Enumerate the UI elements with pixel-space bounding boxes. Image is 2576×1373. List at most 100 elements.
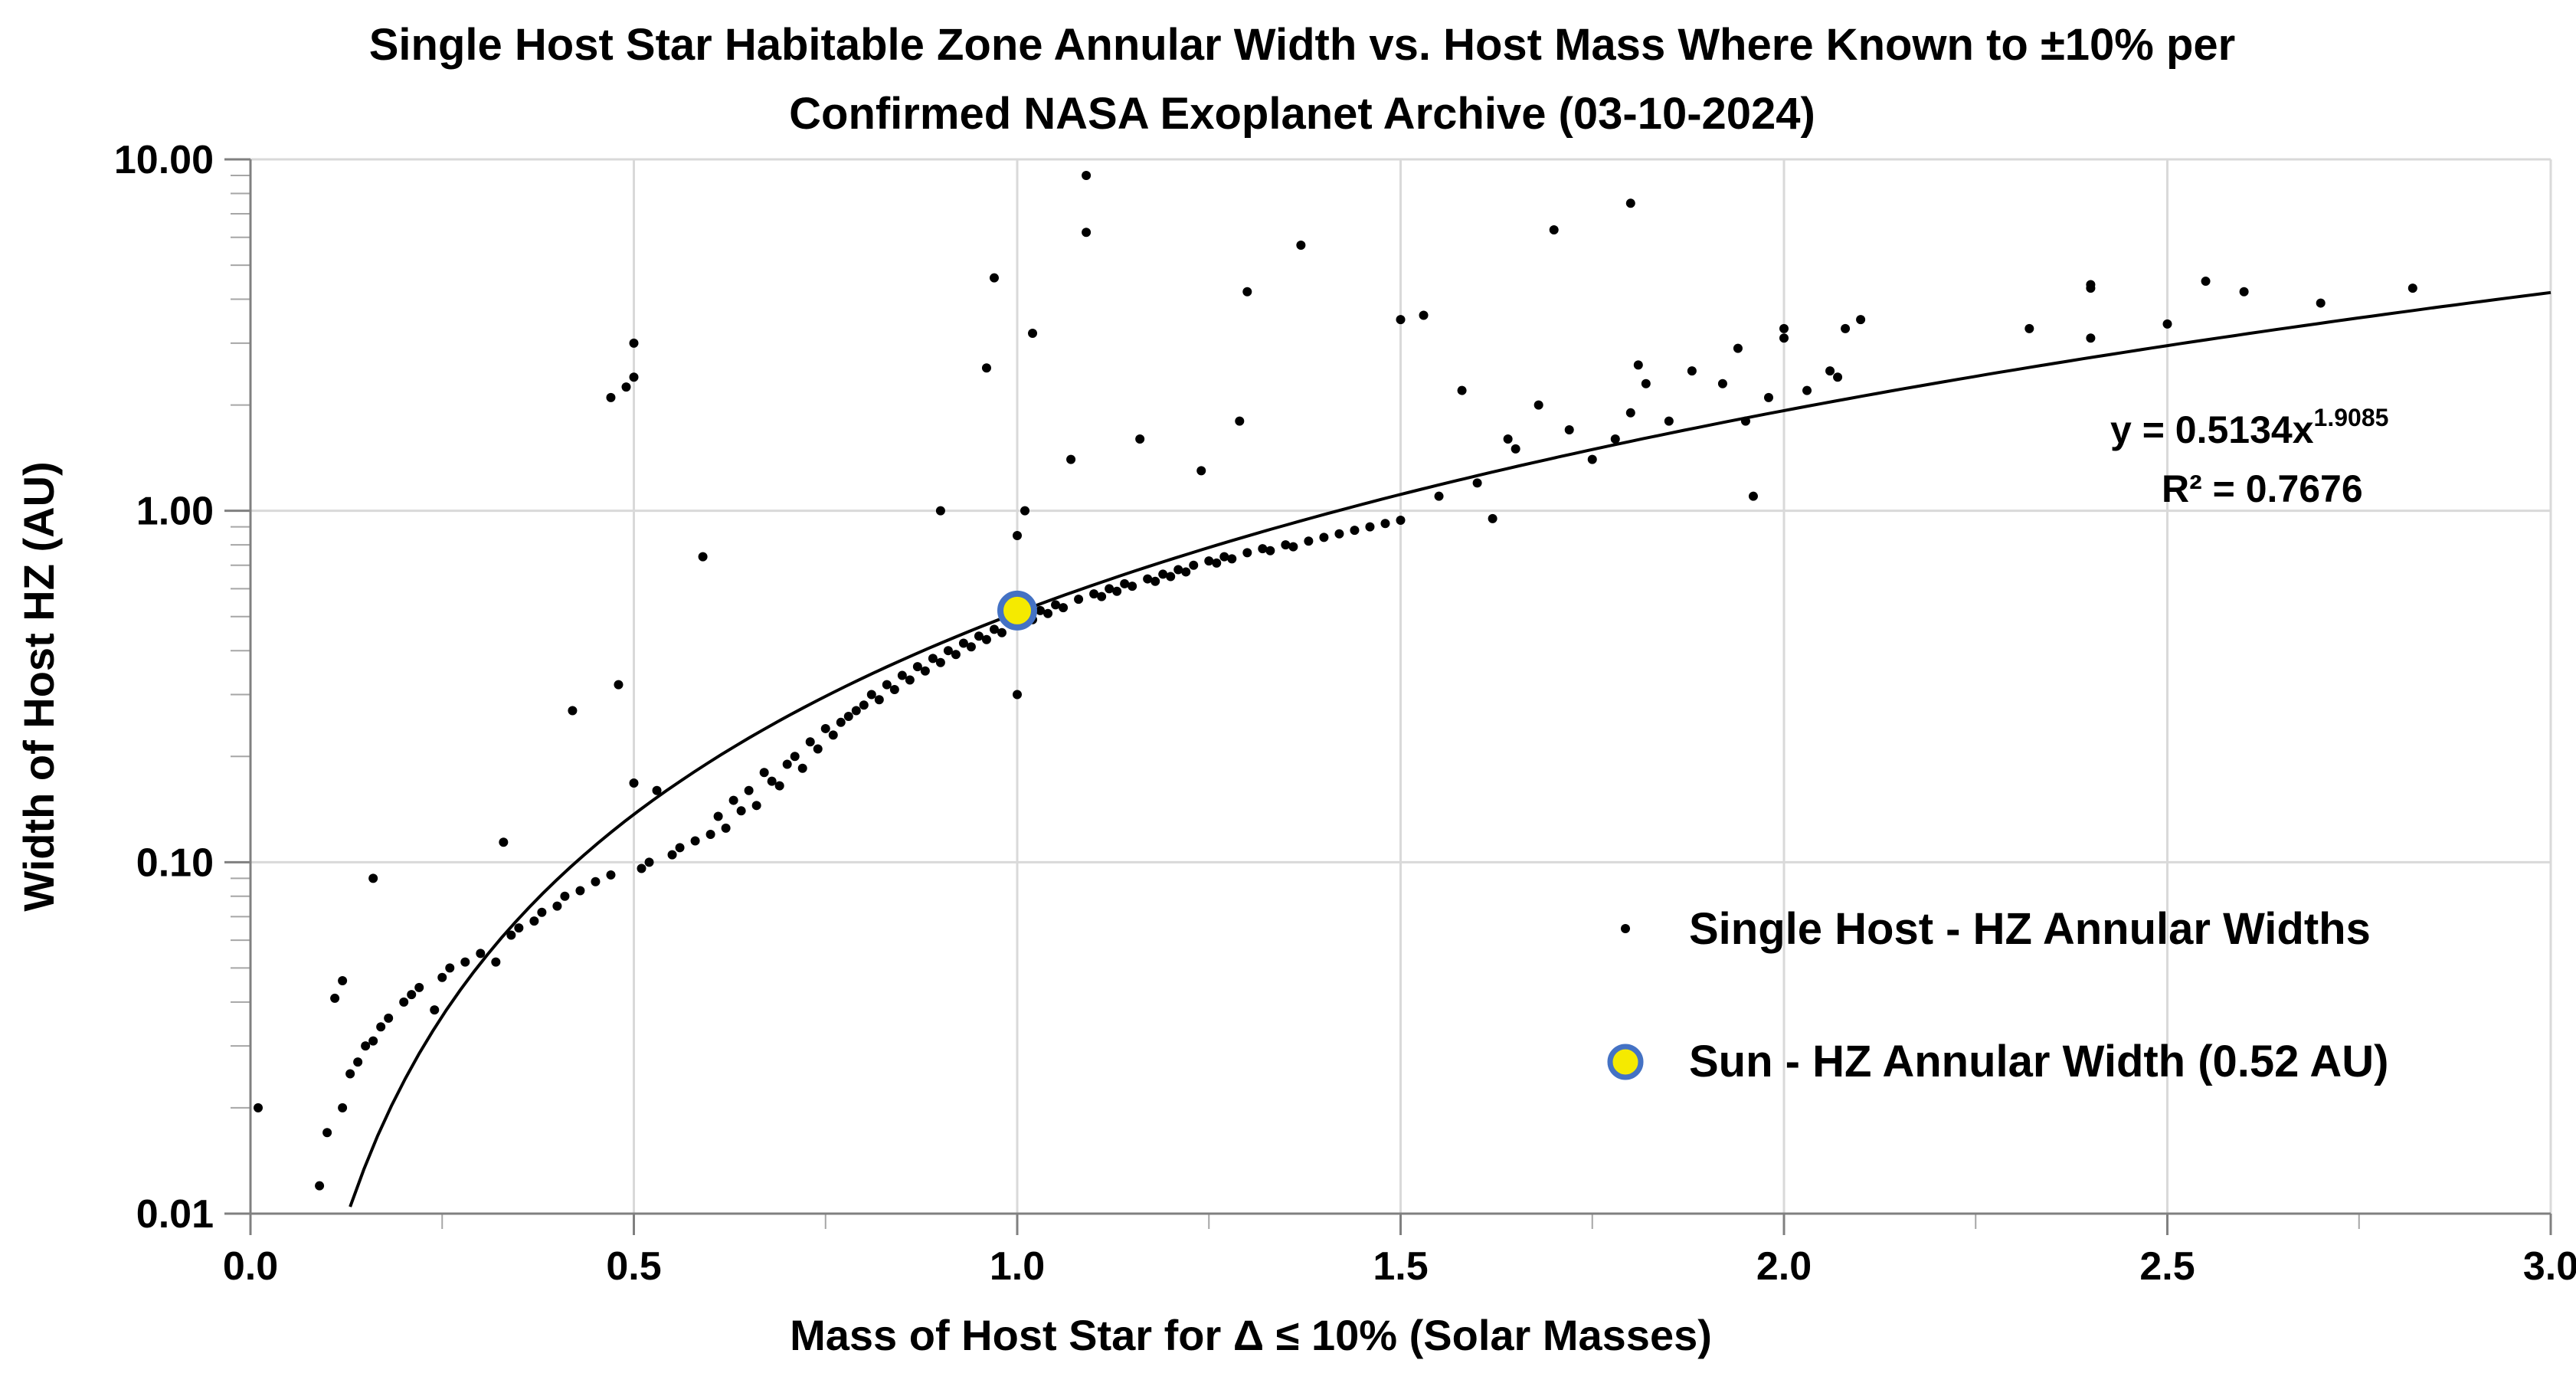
data-point [1503, 434, 1513, 444]
data-point [2407, 283, 2417, 293]
data-point [575, 886, 585, 896]
data-point [1334, 529, 1344, 539]
data-point [1028, 328, 1038, 338]
data-point [843, 711, 853, 721]
data-point [1181, 567, 1191, 577]
data-point [728, 795, 738, 805]
data-point [476, 949, 486, 958]
data-point [437, 972, 447, 982]
data-point [1763, 392, 1773, 402]
data-point [790, 752, 800, 762]
data-point [254, 1103, 263, 1112]
data-point [606, 392, 616, 402]
data-point [1227, 554, 1237, 564]
data-point [1380, 519, 1390, 529]
data-point [1112, 586, 1122, 596]
data-point [981, 634, 991, 644]
data-point [912, 662, 922, 672]
data-point [1350, 526, 1360, 536]
legend: Single Host - HZ Annular Widths Sun - HZ… [1607, 904, 2388, 1086]
data-point [1825, 366, 1835, 376]
x-tick-label: 2.5 [2139, 1244, 2195, 1289]
data-point [1196, 466, 1206, 476]
data-point [629, 372, 639, 382]
data-point [1128, 582, 1137, 591]
data-point [767, 776, 777, 786]
data-point [1625, 198, 1635, 208]
data-point [1533, 400, 1543, 410]
data-point [935, 657, 945, 667]
data-point [897, 670, 907, 680]
data-point [445, 963, 455, 973]
data-point [828, 730, 838, 740]
data-point [1135, 434, 1145, 444]
data-point [353, 1057, 363, 1067]
grid [250, 158, 2552, 1214]
data-point [1296, 240, 1306, 250]
data-point [1641, 378, 1651, 388]
data-point [460, 957, 470, 967]
minor-ticks [224, 158, 2552, 1235]
data-point [1097, 591, 1107, 601]
data-point [751, 801, 761, 811]
axes [249, 159, 2551, 1215]
data-point [1740, 416, 1750, 426]
data-point [974, 631, 984, 641]
data-point [874, 695, 884, 705]
trendline-equation-exponent: 1.9085 [2314, 404, 2389, 431]
data-point [2201, 277, 2211, 287]
data-point [399, 997, 409, 1007]
chart-title-line-1: Single Host Star Habitable Zone Annular … [369, 20, 2235, 70]
data-point [637, 863, 646, 873]
data-point [675, 843, 685, 853]
sun-marker [997, 590, 1037, 631]
data-point [552, 901, 562, 911]
data-point [1856, 315, 1866, 325]
data-point [2024, 323, 2034, 333]
data-point [338, 1103, 348, 1112]
data-point [1082, 228, 1092, 238]
data-point [384, 1013, 394, 1023]
data-point [1066, 454, 1076, 464]
data-point [943, 646, 953, 656]
data-point [836, 717, 846, 727]
data-point [667, 850, 677, 860]
data-point [1082, 170, 1092, 180]
data-point [698, 552, 708, 562]
data-point [1633, 360, 1643, 370]
data-point [805, 737, 815, 747]
legend-sun-marker [1607, 1044, 1644, 1080]
data-point [621, 382, 631, 392]
data-point [1733, 343, 1743, 353]
data-point [1779, 333, 1789, 343]
data-point [2162, 319, 2172, 329]
x-tick-label: 0.5 [606, 1244, 661, 1289]
data-point [322, 1128, 332, 1138]
x-tick-labels: 0.0 0.5 1.0 1.5 2.0 2.5 3.0 [223, 1244, 2576, 1289]
data-point [430, 1005, 440, 1015]
data-point [2086, 280, 2096, 290]
data-point [1511, 444, 1520, 454]
data-point [560, 891, 570, 901]
data-point [1281, 540, 1291, 550]
data-point [851, 706, 861, 716]
data-point [1059, 603, 1069, 613]
data-point [744, 785, 754, 795]
data-point [330, 993, 340, 1003]
trendline [349, 290, 2551, 1208]
data-point [537, 907, 547, 917]
data-point [889, 684, 899, 694]
data-point [981, 363, 991, 373]
data-point [958, 638, 968, 648]
data-point [491, 957, 501, 967]
data-point [644, 857, 654, 867]
x-tick-label: 1.0 [990, 1244, 1045, 1289]
data-point [1242, 548, 1252, 558]
data-point [813, 744, 823, 754]
data-point [1242, 287, 1252, 297]
data-point [966, 642, 976, 652]
data-point [859, 700, 869, 710]
data-point [989, 624, 999, 634]
data-point [951, 650, 961, 660]
